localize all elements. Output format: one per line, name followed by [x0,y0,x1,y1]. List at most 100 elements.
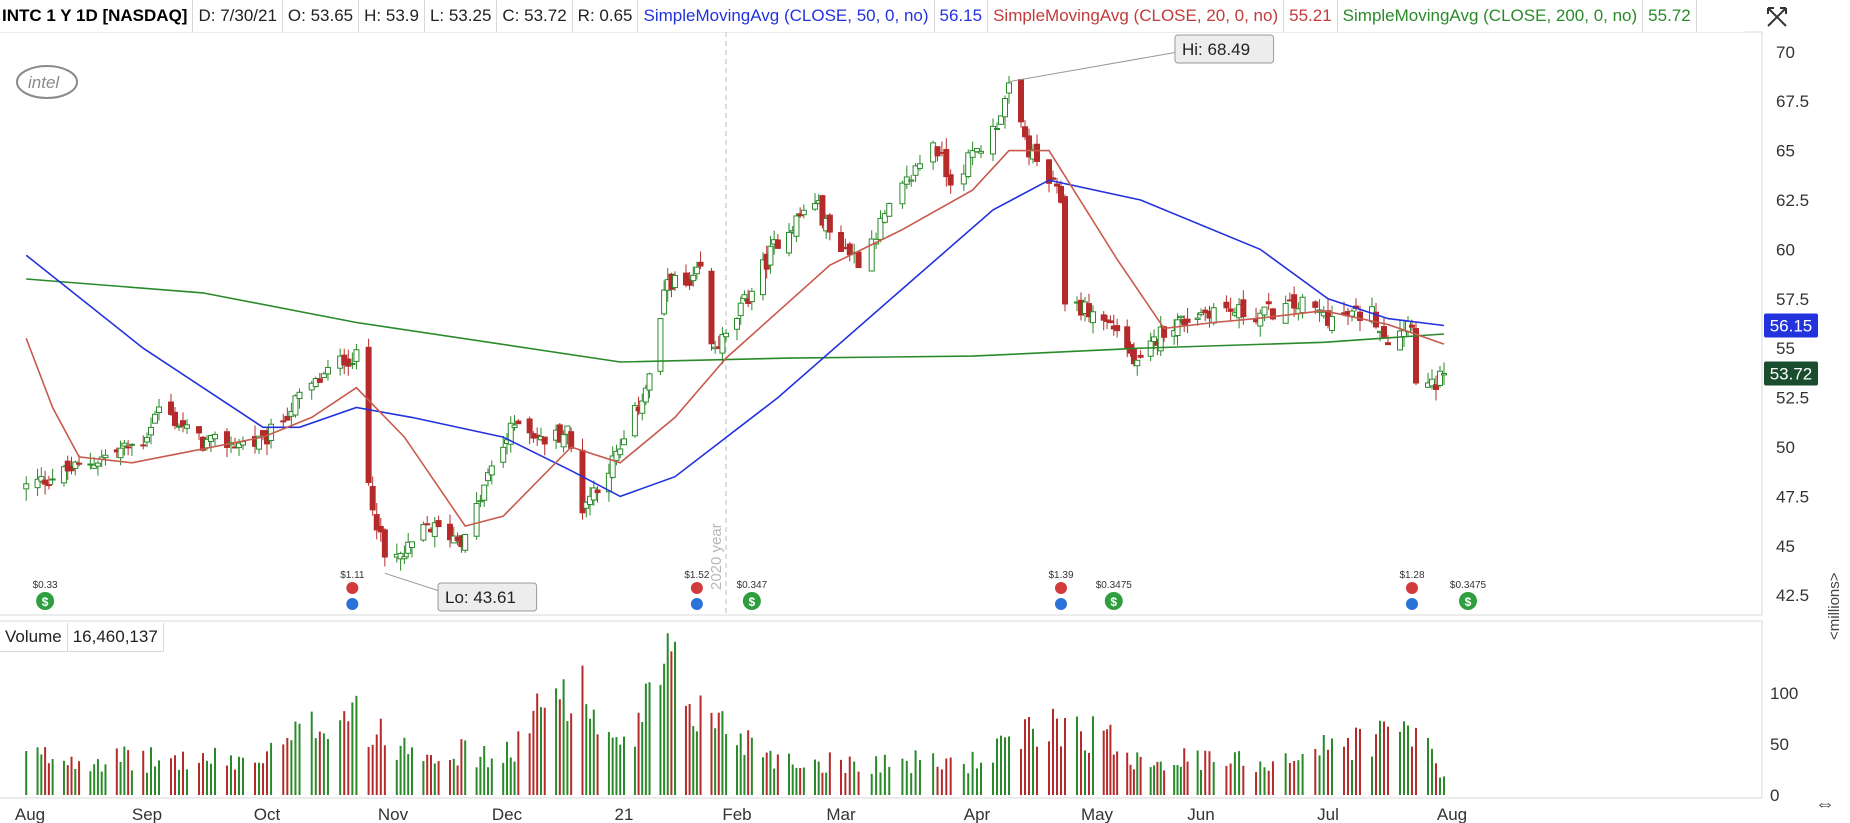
candle-body [152,413,158,424]
candle-body [800,209,807,216]
candle-body [719,334,726,354]
volume-bars-group [25,633,1445,795]
candle-body [1265,301,1272,305]
candle-body [1100,314,1107,321]
candle-body [409,541,415,548]
candles-group [23,75,1447,571]
candle-body [316,378,323,383]
volume-value: 16,460,137 [68,623,164,651]
candle-body [292,395,299,416]
candle-body [121,442,128,447]
intel-logo: intel [16,65,78,99]
candle-body [1329,316,1335,331]
dividend-icon [36,592,55,610]
candle-body [838,231,844,253]
candle-body [1437,370,1443,386]
price-axis-tick: 62.5 [1776,191,1809,210]
candle-body [1194,317,1201,320]
ma50-price-tag-bg [1764,313,1818,338]
ma20-study-label[interactable]: SimpleMovingAvg (CLOSE, 20, 0, no) [988,0,1285,32]
ma200-line [26,278,1445,363]
candle-body [877,217,884,240]
ma50-study-value: 56.15 [935,0,989,32]
candle-body [686,278,693,286]
candle-body [760,259,766,296]
candle-body [1385,342,1391,346]
time-axis-tick: Mar [826,805,856,823]
ma200-study-label[interactable]: SimpleMovingAvg (CLOSE, 200, 0, no) [1338,0,1644,32]
candle-body [212,433,218,440]
candle-body [908,179,915,182]
candle-body [102,454,109,459]
candle-body [1240,299,1247,318]
candle-body [998,115,1004,125]
candle-body [899,182,906,205]
candle-body [184,424,190,429]
candle-body [401,556,408,560]
candle-body [477,500,484,503]
candle-body [353,349,360,362]
candle-body [568,431,575,449]
candle-body [646,373,653,391]
ma20-study-value: 55.21 [1284,0,1338,32]
candle-body [284,415,291,421]
earnings-info-icon [1055,598,1067,610]
candle-body [1002,97,1008,118]
candle-body [23,483,30,490]
candle-body [72,461,79,469]
dividend-icon-glyph: $ [1465,595,1472,609]
candle-body [481,484,488,501]
date-readout: D: 7/30/21 [193,0,283,32]
volume-label[interactable]: Volume [0,623,68,651]
candle-body [320,373,327,379]
candle-body [1409,324,1415,328]
candle-body [60,466,67,484]
candle-body [94,462,101,467]
price-axis-tick: 57.5 [1776,290,1809,309]
price-axis-tick: 47.5 [1776,487,1809,506]
candle-body [373,514,380,531]
candle-body [296,391,303,400]
price-axis-tick: 45 [1776,537,1795,556]
ma200-study-value: 55.72 [1643,0,1697,32]
candle-body [168,401,174,415]
candle-body [974,148,980,153]
low-callout-box [437,582,538,612]
candle-body [912,165,919,176]
candle-body [488,465,495,476]
candle-body [365,346,372,484]
ma50-study-label[interactable]: SimpleMovingAvg (CLOSE, 50, 0, no) [638,0,935,32]
high-readout: H: 53.9 [359,0,425,32]
candle-body [435,520,442,528]
crosshair-toggle-icon[interactable] [1764,4,1790,30]
candle-body [1291,294,1298,309]
candle-body [723,332,730,338]
price-axis-tick: 70 [1776,43,1795,62]
high-callout: Hi: 68.49 [1182,40,1250,59]
earnings-info-icon [690,598,703,610]
candle-body [855,251,862,269]
dividend-icon [1459,592,1477,610]
candle-body [774,239,781,249]
horizontal-resize-icon[interactable]: ⇔ [1815,793,1835,815]
candle-body [661,289,668,315]
candle-body [485,472,491,482]
candle-body [1114,325,1121,332]
dividend-icon [742,592,761,610]
candle-body [868,238,875,272]
candle-body [812,203,818,210]
candle-body [583,501,590,509]
candle-body [1429,378,1435,387]
candle-body [978,150,984,154]
time-axis-tick: Aug [15,805,45,823]
symbol-label[interactable]: INTC 1 Y 1D [NASDAQ] [0,0,194,32]
candle-body [560,434,567,448]
candle-body [1006,82,1012,94]
volume-axis-tick: 0 [1770,786,1779,805]
earnings-icon [346,582,359,594]
candle-body [45,484,52,487]
candle-body [349,362,356,365]
low-readout: L: 53.25 [425,0,498,32]
